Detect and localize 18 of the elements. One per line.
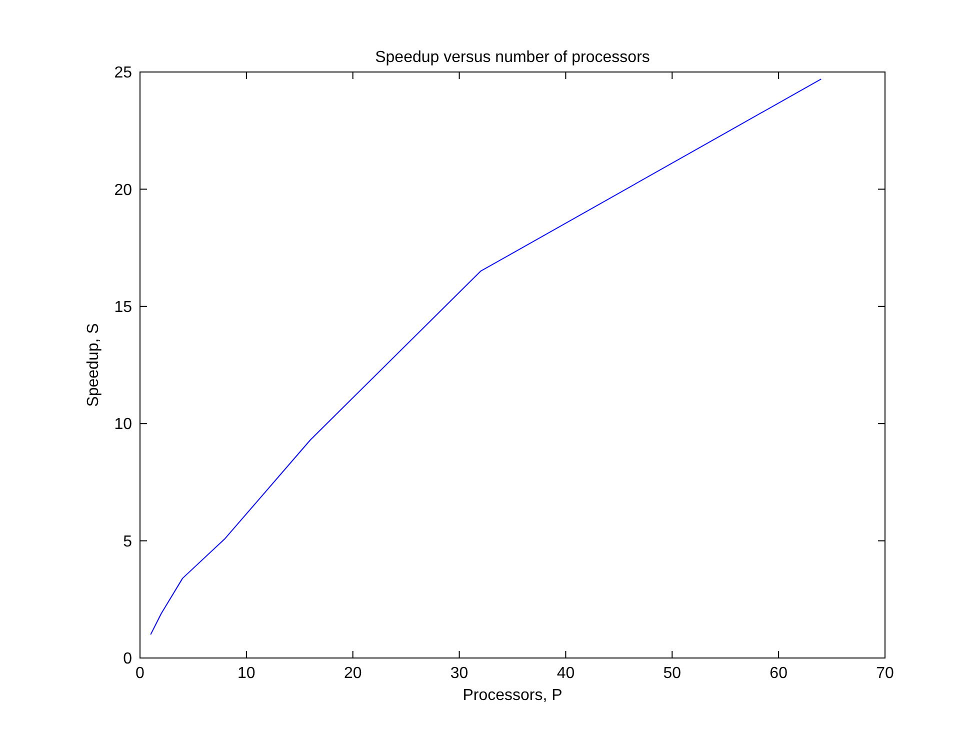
x-axis-title: Processors, P: [462, 687, 562, 704]
x-tick-label: 60: [770, 665, 788, 682]
x-tick-label: 70: [876, 665, 894, 682]
y-tick-label: 0: [123, 650, 132, 668]
line-series: [150, 78, 822, 636]
x-tick-label: 10: [238, 665, 256, 682]
x-tick-label: 20: [344, 665, 362, 682]
y-tick-label: 25: [114, 64, 132, 82]
x-tick-label: 30: [450, 665, 468, 682]
x-tick-label: 40: [556, 665, 575, 682]
y-tick-label: 5: [123, 533, 132, 550]
y-tick-label: 15: [114, 299, 132, 316]
y-tick-label: 20: [114, 182, 132, 199]
y-axis-title: Speedup, S: [85, 323, 102, 407]
x-tick-label: 0: [136, 665, 145, 682]
chart-title: Speedup versus number of processors: [375, 49, 650, 66]
x-tick-label: 50: [663, 665, 682, 682]
y-tick-label: 10: [114, 416, 132, 434]
